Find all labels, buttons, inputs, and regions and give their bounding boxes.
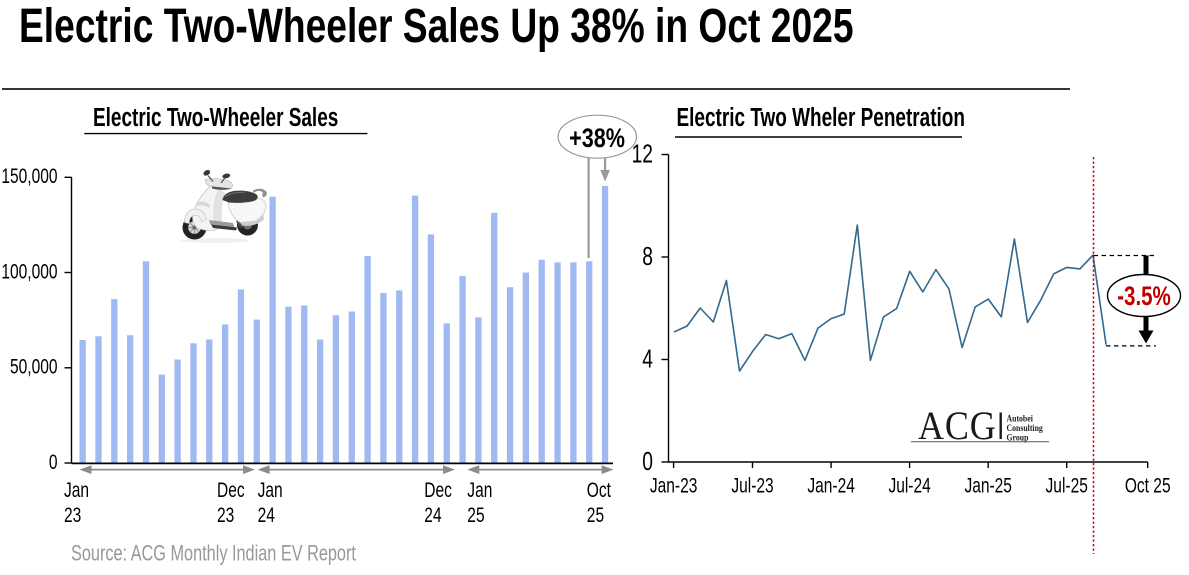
- svg-text:Oct 25: Oct 25: [1125, 473, 1171, 497]
- svg-text:Electric Two-Wheeler Sales Up: Electric Two-Wheeler Sales Up 38% in Oct…: [19, 0, 854, 53]
- svg-text:+38%: +38%: [569, 124, 625, 154]
- svg-text:12: 12: [632, 139, 653, 169]
- svg-text:Electric Two-Wheeler Sales: Electric Two-Wheeler Sales: [93, 102, 338, 132]
- svg-text:25: 25: [467, 503, 484, 527]
- svg-text:23: 23: [64, 503, 81, 527]
- svg-text:Dec: Dec: [217, 478, 245, 502]
- svg-text:Jan-23: Jan-23: [650, 473, 698, 497]
- svg-text:24: 24: [258, 503, 275, 527]
- svg-text:Jul-24: Jul-24: [888, 473, 930, 497]
- svg-text:Dec: Dec: [424, 478, 452, 502]
- svg-text:Jan-24: Jan-24: [807, 473, 855, 497]
- svg-text:Jul-25: Jul-25: [1046, 473, 1088, 497]
- svg-text:24: 24: [424, 503, 441, 527]
- svg-text:ACG: ACG: [918, 404, 997, 448]
- svg-text:Consulting: Consulting: [1007, 422, 1044, 433]
- svg-text:-3.5%: -3.5%: [1117, 281, 1171, 311]
- svg-text:8: 8: [642, 241, 653, 271]
- svg-text:Jan-25: Jan-25: [964, 473, 1012, 497]
- svg-text:Jan: Jan: [467, 478, 492, 502]
- svg-text:0: 0: [642, 446, 653, 476]
- svg-text:Jan: Jan: [64, 478, 89, 502]
- svg-text:Autobei: Autobei: [1007, 413, 1034, 424]
- svg-text:Electric Two Wheler Penetratio: Electric Two Wheler Penetration: [677, 102, 965, 132]
- svg-text:50,000: 50,000: [10, 354, 58, 378]
- svg-text:4: 4: [642, 344, 653, 374]
- svg-text:Jan: Jan: [258, 478, 283, 502]
- svg-text:Oct: Oct: [587, 478, 611, 502]
- svg-text:0: 0: [49, 449, 58, 473]
- svg-text:23: 23: [217, 503, 234, 527]
- svg-text:100,000: 100,000: [1, 259, 57, 283]
- svg-text:25: 25: [587, 503, 604, 527]
- svg-text:150,000: 150,000: [1, 164, 57, 188]
- svg-text:Source: ACG Monthly Indian EV: Source: ACG Monthly Indian EV Report: [71, 541, 356, 566]
- svg-text:Jul-23: Jul-23: [731, 473, 773, 497]
- svg-text:Group: Group: [1007, 432, 1029, 443]
